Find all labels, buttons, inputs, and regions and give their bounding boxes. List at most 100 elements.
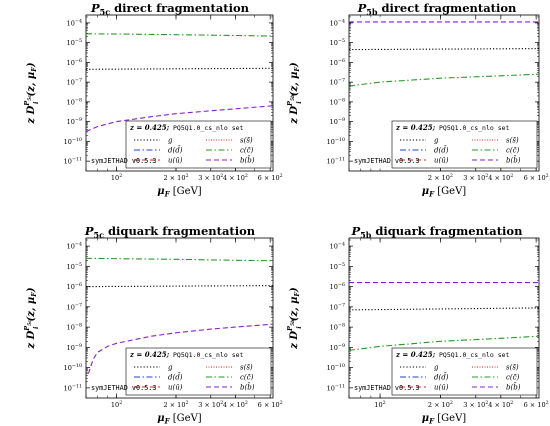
plot-frame	[348, 14, 540, 172]
y-tick-label: 10−9	[67, 343, 82, 352]
x-axis-label: μF [GeV]	[422, 413, 467, 426]
watermark-label: symJETHAD v0.5.3	[354, 157, 419, 165]
legend-entry: d(d̄)	[168, 145, 183, 155]
y-tick-label: 10−5	[330, 38, 345, 47]
y-tick-label: 10−5	[330, 262, 345, 271]
legend-set: PQ5Q1.0_cs_nlo set	[173, 124, 244, 132]
y-tick-label: 10−7	[67, 78, 82, 87]
y-tick-label: 10−4	[330, 242, 345, 251]
legend-entry: g	[168, 364, 173, 372]
y-tick-label: 10−7	[67, 302, 82, 311]
y-tick-label: 10−7	[330, 78, 345, 87]
y-tick-label: 10−10	[64, 137, 82, 146]
legend-entry: g	[168, 137, 173, 145]
y-axis-label: z DP5ci(z, μF)	[23, 62, 40, 124]
y-tick-label: 10−11	[64, 383, 82, 392]
y-tick-label: 10−4	[330, 18, 345, 27]
y-axis-label: z DP5bi(z, μF)	[286, 287, 303, 350]
y-tick-label: 10−8	[330, 97, 345, 106]
chart-title: P5b diquark fragmentation	[351, 224, 524, 240]
y-tick-label: 10−10	[327, 137, 345, 146]
chart-panel-1: P5b direct fragmentation 10−4 10−5 10−6 10−7…	[286, 1, 549, 199]
y-tick-label: 10−11	[64, 157, 82, 166]
x-tick-label: 2 × 102	[428, 400, 453, 409]
legend-title: z = 0.425;	[395, 123, 436, 132]
y-tick-label: 10−6	[330, 58, 345, 67]
y-tick-label: 10−11	[327, 157, 345, 166]
x-tick-label: 102	[111, 400, 122, 409]
y-tick-label: 10−4	[67, 242, 82, 251]
series-line-4	[86, 33, 273, 37]
legend-entry: s(s̄)	[506, 364, 519, 372]
legend-title: z = 0.425;	[129, 350, 170, 359]
series-line-4	[349, 73, 539, 87]
x-tick-label: 4 × 102	[223, 400, 248, 409]
watermark-label: symJETHAD v0.5.3	[91, 157, 156, 165]
legend-title: z = 0.425;	[129, 123, 170, 132]
legend-entry: d(d̄)	[168, 372, 183, 382]
legend-entry: b(b̄)	[506, 155, 521, 165]
legend-entry: u(ū)	[434, 384, 449, 392]
legend-entry: u(ū)	[168, 384, 183, 392]
legend-entry: c(c̄)	[240, 147, 254, 155]
chart-title: P5b direct fragmentation	[357, 1, 517, 17]
x-tick-label: 2 × 102	[163, 173, 188, 182]
x-tick-label: 3 × 102	[198, 400, 223, 409]
x-tick-label: 3 × 102	[198, 173, 223, 182]
y-tick-label: 10−9	[330, 117, 345, 126]
y-tick-label: 10−6	[67, 282, 82, 291]
series-line-0	[349, 307, 539, 311]
x-tick-label: 6 × 102	[258, 173, 283, 182]
x-tick-label: 2 × 102	[163, 400, 188, 409]
plot-frame	[85, 237, 274, 399]
x-axis-label: μF [GeV]	[157, 186, 202, 199]
series-line-4	[86, 257, 273, 262]
chart-panel-3: P5b diquark fragmentation 10−4 10−5 10−6 10−…	[286, 224, 549, 426]
x-tick-label: 2 × 102	[428, 173, 453, 182]
legend-entry: s(s̄)	[506, 137, 519, 145]
legend-set: PQ5Q1.0_cs_nlo set	[439, 351, 510, 359]
y-tick-label: 10−8	[67, 323, 82, 332]
x-tick-label: 4 × 102	[488, 173, 513, 182]
x-tick-label: 6 × 102	[258, 400, 283, 409]
legend-entry: s(s̄)	[240, 137, 253, 145]
legend-set: PQ5Q1.0_cs_nlo set	[173, 351, 244, 359]
legend-entry: g	[434, 137, 439, 145]
plot-frame	[348, 237, 540, 399]
x-tick-label: 3 × 102	[463, 173, 488, 182]
y-tick-label: 10−9	[67, 117, 82, 126]
x-tick-label: 6 × 102	[524, 400, 549, 409]
y-tick-label: 10−6	[330, 282, 345, 291]
x-tick-label: 4 × 102	[488, 400, 513, 409]
x-axis-label: μF [GeV]	[157, 413, 202, 426]
legend-title: z = 0.425;	[395, 350, 436, 359]
series-line-5	[86, 105, 273, 133]
chart-panel-0: P5c direct fragmentation 10−4 10−5 10−6 10−7…	[23, 1, 283, 199]
y-axis-label: z DP5bi(z, μF)	[286, 62, 303, 125]
series-line-0	[86, 285, 273, 288]
y-tick-label: 10−5	[67, 262, 82, 271]
chart-title: P5c diquark fragmentation	[84, 224, 256, 240]
x-tick-label: 6 × 102	[524, 173, 549, 182]
series-line-0	[349, 48, 539, 51]
legend-entry: c(c̄)	[506, 147, 520, 155]
x-axis-label: μF [GeV]	[422, 186, 467, 199]
legend-entry: d(d̄)	[434, 372, 449, 382]
y-tick-label: 10−10	[327, 363, 345, 372]
y-axis-label: z DP5ci(z, μF)	[23, 287, 40, 349]
x-tick-label: 3 × 102	[463, 400, 488, 409]
series-line-4	[349, 335, 539, 351]
x-tick-label: 102	[111, 173, 122, 182]
x-tick-label: 4 × 102	[223, 173, 248, 182]
series-line-5	[87, 323, 273, 374]
legend-entry: s(s̄)	[240, 364, 253, 372]
legend-entry: b(b̄)	[506, 382, 521, 392]
y-tick-label: 10−7	[330, 302, 345, 311]
watermark-label: symJETHAD v0.5.3	[354, 384, 419, 392]
legend-entry: b(b̄)	[240, 382, 255, 392]
legend-entry: b(b̄)	[240, 155, 255, 165]
watermark-label: symJETHAD v0.5.3	[91, 384, 156, 392]
y-tick-label: 10−8	[330, 323, 345, 332]
plot-frame	[85, 14, 274, 172]
